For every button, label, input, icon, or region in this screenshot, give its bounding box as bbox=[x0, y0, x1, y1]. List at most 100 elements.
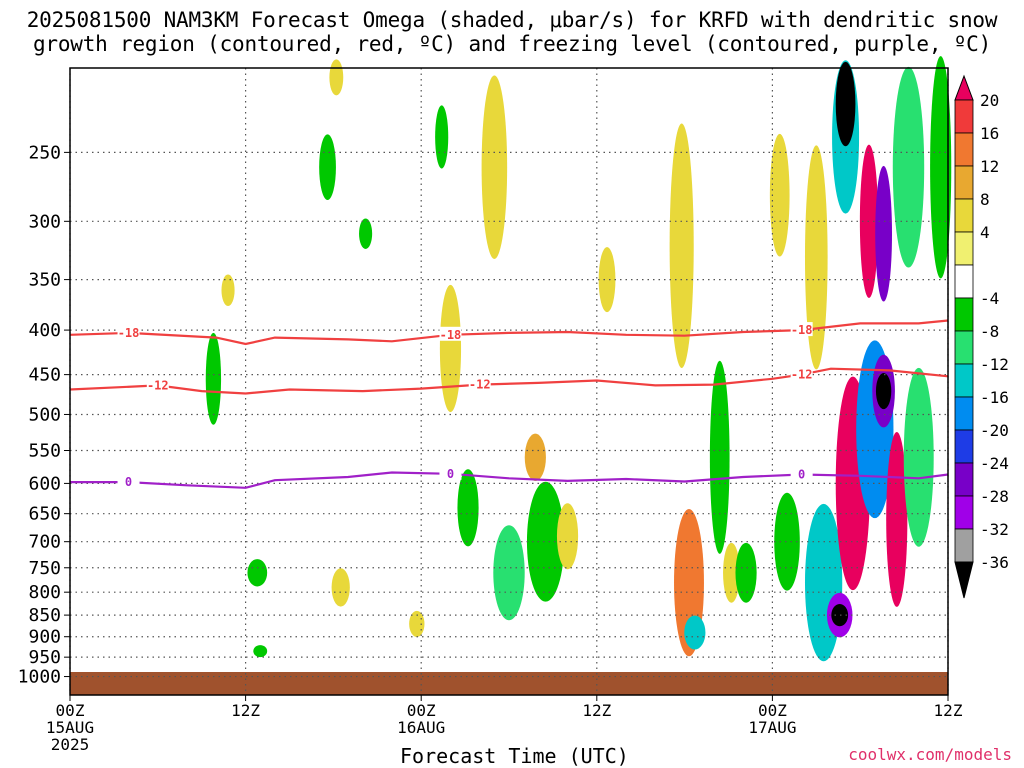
omega-cell bbox=[804, 145, 828, 370]
omega-cell bbox=[723, 542, 740, 603]
colorbar-swatch bbox=[954, 198, 974, 233]
omega-cell bbox=[556, 503, 579, 570]
x-tick-label: 00Z bbox=[56, 701, 85, 720]
x-tick-label: 15AUG bbox=[46, 718, 94, 737]
colorbar-swatch bbox=[954, 264, 974, 299]
y-tick-label: 850 bbox=[28, 605, 61, 626]
contour-label-bg bbox=[790, 366, 813, 381]
omega-cell bbox=[886, 431, 908, 607]
omega-cell bbox=[875, 165, 893, 302]
x-tick-label: 17AUG bbox=[748, 718, 796, 737]
x-tick-label: 00Z bbox=[407, 701, 436, 720]
chart-title-line2: growth region (contoured, red, ºC) and f… bbox=[32, 32, 992, 56]
chart-title-line1: 2025081500 NAM3KM Forecast Omega (shaded… bbox=[26, 8, 998, 32]
y-tick-label: 750 bbox=[28, 558, 61, 579]
y-tick-label: 300 bbox=[28, 211, 61, 232]
omega-cell bbox=[457, 469, 479, 547]
x-tick-label: 12Z bbox=[934, 701, 963, 720]
omega-cell bbox=[669, 123, 694, 368]
colorbar-swatch bbox=[954, 462, 974, 497]
contour-label: 0 bbox=[447, 467, 454, 481]
omega-cell bbox=[526, 481, 565, 602]
y-tick-label: 600 bbox=[28, 473, 61, 494]
omega-shading-layer bbox=[205, 56, 952, 662]
y-tick-label: 550 bbox=[28, 441, 61, 462]
y-tick-label: 500 bbox=[28, 404, 61, 425]
colorbar-swatch bbox=[954, 132, 974, 167]
colorbar-swatch bbox=[954, 495, 974, 530]
contour-label: -18 bbox=[440, 328, 462, 342]
colorbar-swatch bbox=[954, 528, 974, 563]
omega-cell bbox=[930, 56, 952, 279]
omega-cell bbox=[221, 274, 235, 307]
contour-label: 0 bbox=[798, 467, 805, 481]
colorbar-label: -32 bbox=[980, 520, 1009, 539]
x-tick-label: 12Z bbox=[582, 701, 611, 720]
y-tick-label: 250 bbox=[28, 142, 61, 163]
colorbar-arrow-top bbox=[954, 74, 974, 101]
omega-cell bbox=[598, 247, 616, 313]
colorbar-label: -24 bbox=[980, 454, 1009, 473]
colorbar-label: -28 bbox=[980, 487, 1009, 506]
colorbar-swatch bbox=[954, 99, 974, 134]
colorbar-label: -8 bbox=[980, 322, 999, 341]
colorbar-swatch bbox=[954, 231, 974, 266]
y-tick-label: 650 bbox=[28, 504, 61, 525]
contour-label-bg bbox=[117, 474, 140, 489]
y-tick-label: 800 bbox=[28, 582, 61, 603]
y-tick-label: 400 bbox=[28, 320, 61, 341]
omega-cell bbox=[359, 218, 373, 249]
colorbar-label: -20 bbox=[980, 421, 1009, 440]
omega-cell bbox=[253, 645, 268, 658]
omega-cell bbox=[329, 59, 344, 96]
x-tick-label: 12Z bbox=[231, 701, 260, 720]
colorbar-label: -12 bbox=[980, 355, 1009, 374]
contour-label-bg bbox=[146, 377, 169, 392]
colorbar-label: 20 bbox=[980, 91, 999, 110]
ground-band bbox=[70, 672, 948, 695]
colorbar-label: 8 bbox=[980, 190, 990, 209]
x-tick-label: 00Z bbox=[758, 701, 787, 720]
ground-layer bbox=[70, 672, 948, 695]
contour--12 bbox=[69, 367, 949, 395]
contour-label: 0 bbox=[125, 475, 132, 489]
omega-cell bbox=[205, 332, 222, 425]
contour-label: -18 bbox=[118, 326, 140, 340]
colorbar-swatch bbox=[954, 297, 974, 332]
y-tick-label: 1000 bbox=[18, 667, 61, 688]
omega-cell bbox=[735, 542, 757, 603]
colorbar-arrow-bottom bbox=[954, 561, 974, 599]
colorbar-label: -36 bbox=[980, 553, 1009, 572]
colorbar-swatch bbox=[954, 165, 974, 200]
colorbar-swatch bbox=[954, 396, 974, 431]
omega-cell bbox=[774, 492, 800, 591]
omega-cell bbox=[493, 525, 525, 621]
colorbar-label: 12 bbox=[980, 157, 999, 176]
contour-label-bg bbox=[790, 322, 813, 337]
colorbar-label: 16 bbox=[980, 124, 999, 143]
x-tick-label: 2025 bbox=[51, 735, 90, 754]
contour-label-bg bbox=[468, 376, 491, 391]
contour-label: -12 bbox=[791, 368, 813, 382]
credit-link[interactable]: coolwx.com/models bbox=[848, 745, 1012, 764]
x-tick-label: 16AUG bbox=[397, 718, 445, 737]
contour-label-bg bbox=[439, 326, 462, 341]
y-tick-label: 350 bbox=[28, 270, 61, 291]
omega-cell bbox=[709, 360, 730, 554]
colorbar-label: -16 bbox=[980, 388, 1009, 407]
plot-frame bbox=[69, 67, 949, 696]
omega-cell bbox=[892, 66, 925, 268]
omega-cell bbox=[439, 284, 462, 413]
colorbar-swatch bbox=[954, 429, 974, 464]
colorbar: 20 16 12 8 4 -4 -8 -12 -16 -20 -24 -28 -32 -36 bbox=[954, 74, 1009, 599]
y-tick-label: 450 bbox=[28, 365, 61, 386]
contour-label-bg bbox=[439, 465, 462, 480]
omega-cell bbox=[435, 105, 449, 169]
y-tick-label: 900 bbox=[28, 627, 61, 648]
omega-cell bbox=[331, 568, 350, 607]
axes-layer: 250 300 350 400 450 500 550 600 650 700 750 8008509… bbox=[18, 67, 963, 754]
omega-cell bbox=[319, 134, 336, 201]
y-tick-label: 700 bbox=[28, 532, 61, 553]
omega-cell bbox=[903, 367, 934, 547]
